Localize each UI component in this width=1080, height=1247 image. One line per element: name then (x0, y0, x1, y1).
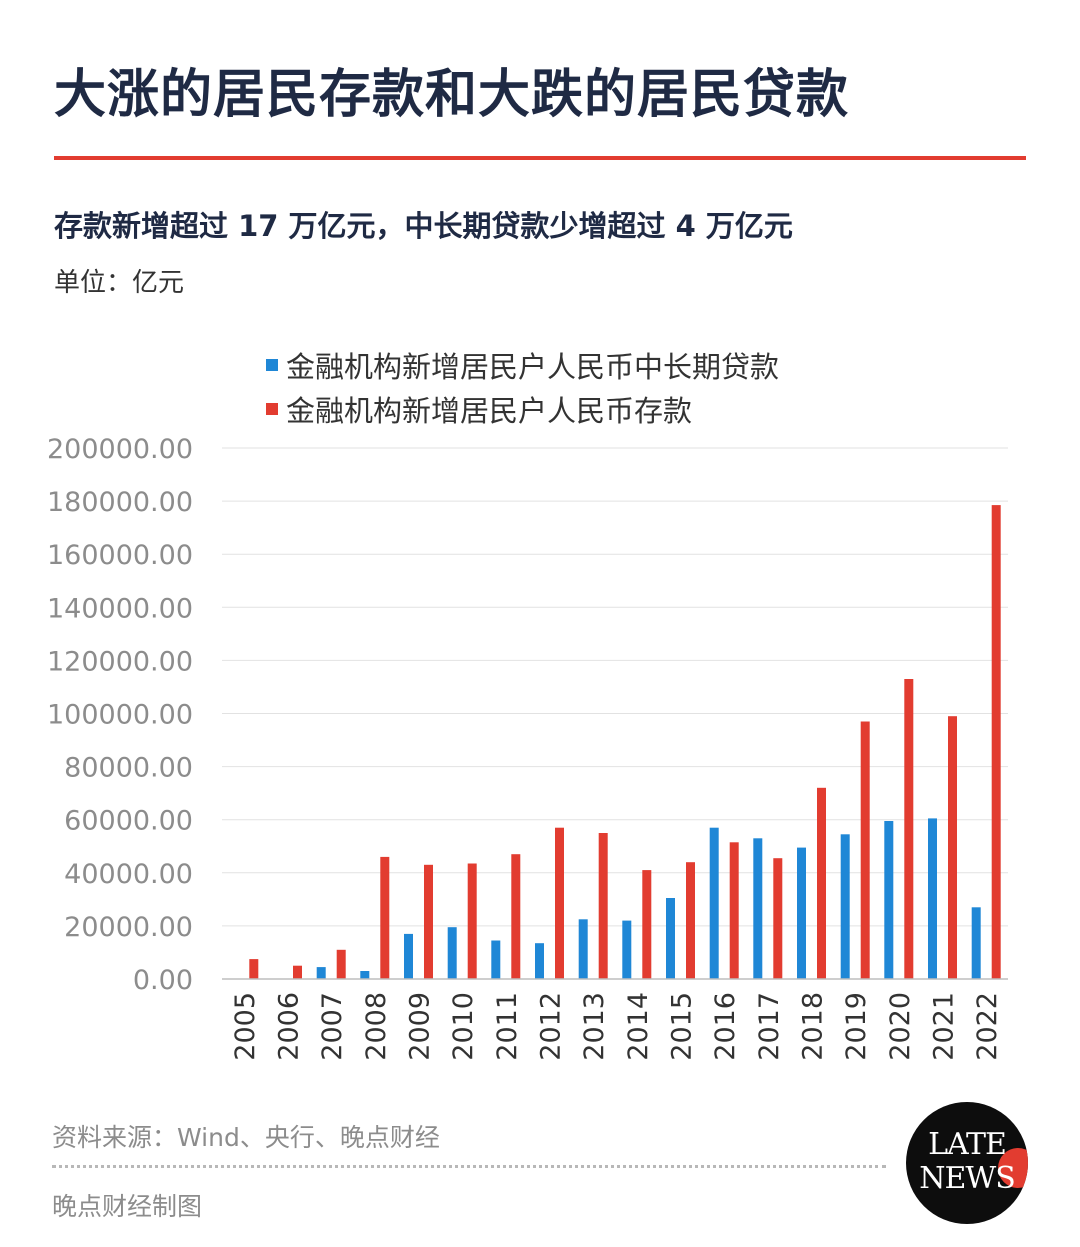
x-tick-label: 2009 (405, 992, 436, 1061)
y-tick-label: 200000.00 (47, 434, 193, 465)
title-divider (54, 156, 1026, 160)
y-tick-label: 100000.00 (47, 700, 193, 731)
bar-loans (578, 919, 588, 979)
y-tick-label: 60000.00 (64, 806, 193, 837)
legend-item-loans: 金融机构新增居民户人民币中长期贷款 (266, 343, 779, 387)
x-tick-label: 2007 (317, 992, 348, 1061)
bar-deposits (555, 827, 564, 979)
bar-deposits (860, 721, 870, 979)
x-tick-label: 2019 (841, 992, 872, 1061)
y-tick-label: 120000.00 (47, 646, 193, 677)
source-note: 资料来源：Wind、央行、晚点财经 (52, 1123, 440, 1152)
bar-loans (404, 933, 413, 979)
x-axis: 2005 2006 2007 2008 2009 2010 2011 2012 2013 2014… (222, 978, 1008, 1061)
chart-title: 大涨的居民存款和大跌的居民贷款 (54, 65, 850, 125)
bar-loans (884, 821, 894, 979)
bar-deposits (293, 965, 302, 979)
x-tick-label: 2010 (448, 992, 479, 1061)
bar-deposits (511, 854, 521, 979)
bar-deposits (773, 858, 783, 979)
x-tick-label: 2015 (667, 992, 698, 1061)
legend-swatch-deposits (266, 403, 278, 415)
x-tick-label: 2013 (579, 992, 610, 1061)
legend-label-deposits: 金融机构新增居民户人民币存款 (286, 394, 693, 428)
legend-swatch-loans (266, 359, 278, 371)
logo-text-line1: LATE (928, 1127, 1007, 1162)
bar-deposits (380, 856, 390, 979)
bar-deposits (642, 870, 652, 979)
chart-legend: 金融机构新增居民户人民币中长期贷款 金融机构新增居民户人民币存款 (266, 343, 779, 431)
y-tick-label: 160000.00 (47, 540, 193, 571)
x-tick-label: 2011 (492, 992, 523, 1061)
bar-deposits (686, 862, 695, 979)
x-tick-label: 2022 (972, 992, 1003, 1061)
y-tick-label: 40000.00 (64, 859, 193, 890)
bar-loans (316, 967, 326, 979)
x-tick-label: 2005 (230, 992, 261, 1061)
y-tick-label: 0.00 (133, 965, 193, 996)
bar-loans (622, 920, 632, 979)
footer-divider (52, 1165, 886, 1168)
y-axis-ticks: 0.00 20000.00 40000.00 60000.00 80000.00 1000… (47, 434, 193, 996)
x-tick-label: 2021 (929, 992, 960, 1061)
logo-red-dot (998, 1148, 1028, 1188)
bar-deposits (817, 787, 826, 979)
credit-note: 晚点财经制图 (52, 1192, 203, 1221)
y-tick-label: 20000.00 (64, 912, 193, 943)
x-tick-label: 2017 (754, 992, 785, 1061)
bar-loans (709, 827, 719, 979)
bar-deposits (249, 959, 259, 979)
bar-deposits (991, 505, 1001, 979)
bar-deposits (467, 863, 477, 979)
bar-deposits (729, 842, 739, 979)
x-tick-label: 2008 (361, 992, 392, 1061)
y-tick-label: 140000.00 (47, 593, 193, 624)
bar-loans (360, 971, 370, 979)
bar-loans (753, 838, 763, 979)
x-tick-label: 2018 (798, 992, 829, 1061)
logo-text-line2: NEWS (919, 1161, 1016, 1196)
unit-label: 单位：亿元 (54, 268, 185, 298)
bar-loans (535, 943, 544, 979)
bar-loans (447, 927, 457, 979)
y-tick-label: 80000.00 (64, 753, 193, 784)
y-tick-label: 180000.00 (47, 487, 193, 518)
bar-loans (797, 847, 806, 979)
bar-loans (971, 907, 981, 979)
bar-loans (840, 834, 850, 979)
grid-lines (222, 447, 1008, 927)
x-tick-label: 2014 (623, 992, 654, 1061)
bar-deposits (424, 864, 433, 979)
x-tick-label: 2012 (536, 992, 567, 1061)
legend-label-loans: 金融机构新增居民户人民币中长期贷款 (286, 350, 780, 384)
x-tick-label: 2020 (885, 992, 916, 1061)
bar-deposits (336, 949, 346, 979)
bar-deposits (904, 679, 914, 979)
bar-deposits (948, 716, 957, 979)
late-news-logo: LATE NEWS (906, 1102, 1028, 1224)
bars (249, 505, 1001, 979)
bar-loans (928, 818, 937, 979)
bar-loans (666, 898, 675, 979)
chart-subtitle: 存款新增超过 17 万亿元，中长期贷款少增超过 4 万亿元 (54, 209, 793, 243)
x-tick-label: 2016 (710, 992, 741, 1061)
bar-deposits (598, 833, 608, 979)
bar-loans (491, 940, 501, 979)
legend-item-deposits: 金融机构新增居民户人民币存款 (266, 387, 779, 431)
x-tick-label: 2006 (274, 992, 305, 1061)
